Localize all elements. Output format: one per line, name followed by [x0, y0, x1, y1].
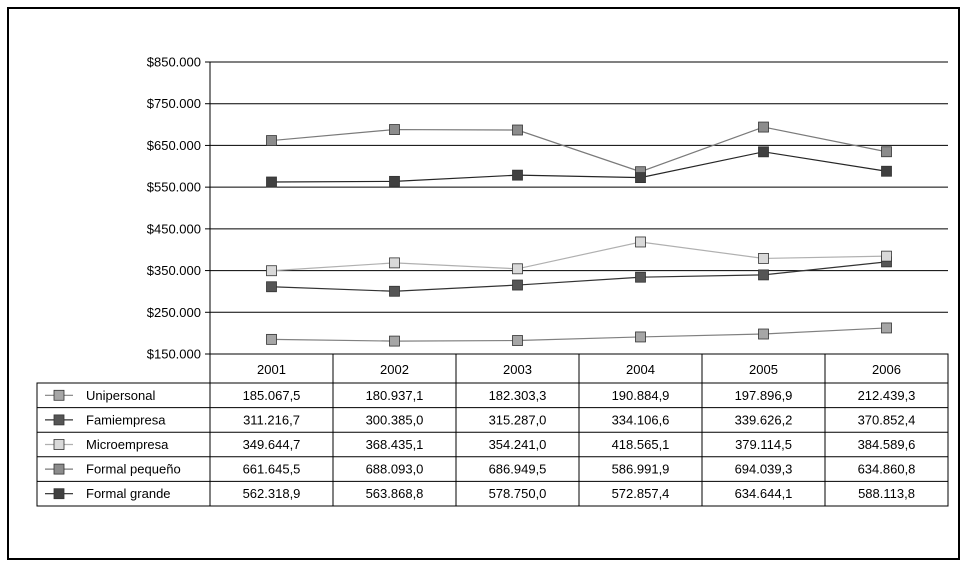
data-label: 634.860,8	[858, 462, 916, 477]
data-label: 334.106,6	[612, 412, 670, 427]
x-category-label: 2005	[749, 362, 778, 377]
legend-marker	[53, 389, 65, 401]
x-category-label: 2002	[380, 362, 409, 377]
data-point	[389, 257, 400, 269]
data-point	[389, 124, 400, 135]
data-point	[758, 269, 769, 281]
data-label: 379.114,5	[735, 437, 792, 452]
data-label: 349.644,7	[243, 437, 301, 452]
data-label: 300.385,0	[366, 412, 424, 427]
data-label: 586.991,9	[612, 462, 670, 477]
data-label: 212.439,3	[858, 388, 916, 403]
data-label: 354.241,0	[489, 437, 547, 452]
data-label: 562.318,9	[243, 486, 301, 501]
data-point	[635, 271, 646, 283]
series-name: Formal grande	[86, 486, 171, 501]
data-point	[758, 253, 769, 264]
series-line	[271, 261, 887, 292]
series-line	[271, 241, 887, 272]
data-point	[635, 331, 646, 343]
data-label: 185.067,5	[243, 388, 301, 403]
chart-frame	[7, 7, 960, 560]
data-point	[512, 169, 523, 181]
legend-marker	[53, 439, 65, 450]
data-point	[881, 250, 892, 262]
data-point	[512, 279, 523, 291]
data-point	[266, 265, 277, 277]
data-label: 311.216,7	[243, 412, 300, 427]
data-label: 418.565,1	[612, 437, 670, 452]
data-label: 315.287,0	[489, 412, 547, 427]
data-point	[266, 333, 277, 345]
series-line	[271, 327, 887, 342]
data-point	[881, 146, 892, 158]
data-point	[758, 146, 769, 158]
x-category-label: 2003	[503, 362, 532, 377]
series-name: Formal pequeño	[86, 462, 181, 477]
data-point	[389, 335, 400, 347]
data-point	[758, 121, 769, 133]
data-point	[266, 176, 277, 188]
data-label: 588.113,8	[858, 486, 915, 501]
legend-marker	[53, 488, 65, 500]
data-label: 634.644,1	[735, 486, 793, 501]
data-label: 661.645,5	[243, 462, 301, 477]
data-label: 368.435,1	[366, 437, 424, 452]
data-label: 563.868,8	[366, 486, 424, 501]
series-name: Famiempresa	[86, 412, 166, 427]
x-category-label: 2006	[872, 362, 901, 377]
y-tick-label: $850.000	[147, 55, 201, 70]
data-point	[635, 172, 646, 184]
data-label: 694.039,3	[735, 462, 793, 477]
y-tick-label: $450.000	[147, 221, 201, 236]
y-tick-label: $750.000	[147, 96, 201, 111]
x-category-label: 2004	[626, 362, 655, 377]
data-point	[389, 285, 400, 297]
series-name: Microempresa	[86, 437, 169, 452]
data-label: 572.857,4	[612, 486, 670, 501]
data-point	[758, 328, 769, 340]
data-label: 182.303,3	[489, 388, 547, 403]
y-tick-label: $650.000	[147, 138, 201, 153]
data-point	[512, 124, 523, 136]
x-category-label: 2001	[257, 362, 286, 377]
data-label: 190.884,9	[612, 388, 670, 403]
data-point	[389, 175, 400, 187]
y-tick-label: $150.000	[147, 347, 201, 362]
series-name: Unipersonal	[86, 388, 155, 403]
y-tick-label: $350.000	[147, 263, 201, 278]
data-point	[266, 281, 277, 293]
data-label: 197.896,9	[735, 388, 793, 403]
data-label: 370.852,4	[858, 412, 916, 427]
legend-marker	[53, 414, 65, 426]
data-label: 180.937,1	[366, 388, 424, 403]
series-line	[271, 151, 887, 183]
data-point	[635, 236, 646, 248]
y-tick-label: $250.000	[147, 305, 201, 320]
y-tick-label: $550.000	[147, 180, 201, 195]
data-point	[881, 322, 892, 334]
data-point	[512, 263, 523, 275]
legend-marker	[53, 463, 65, 475]
data-label: 384.589,6	[858, 437, 916, 452]
data-point	[881, 165, 892, 177]
data-label: 688.093,0	[366, 462, 424, 477]
data-label: 686.949,5	[489, 462, 547, 477]
data-label: 578.750,0	[489, 486, 547, 501]
data-label: 339.626,2	[735, 412, 793, 427]
data-point	[512, 335, 523, 346]
data-point	[266, 135, 277, 146]
series-line	[271, 126, 887, 173]
